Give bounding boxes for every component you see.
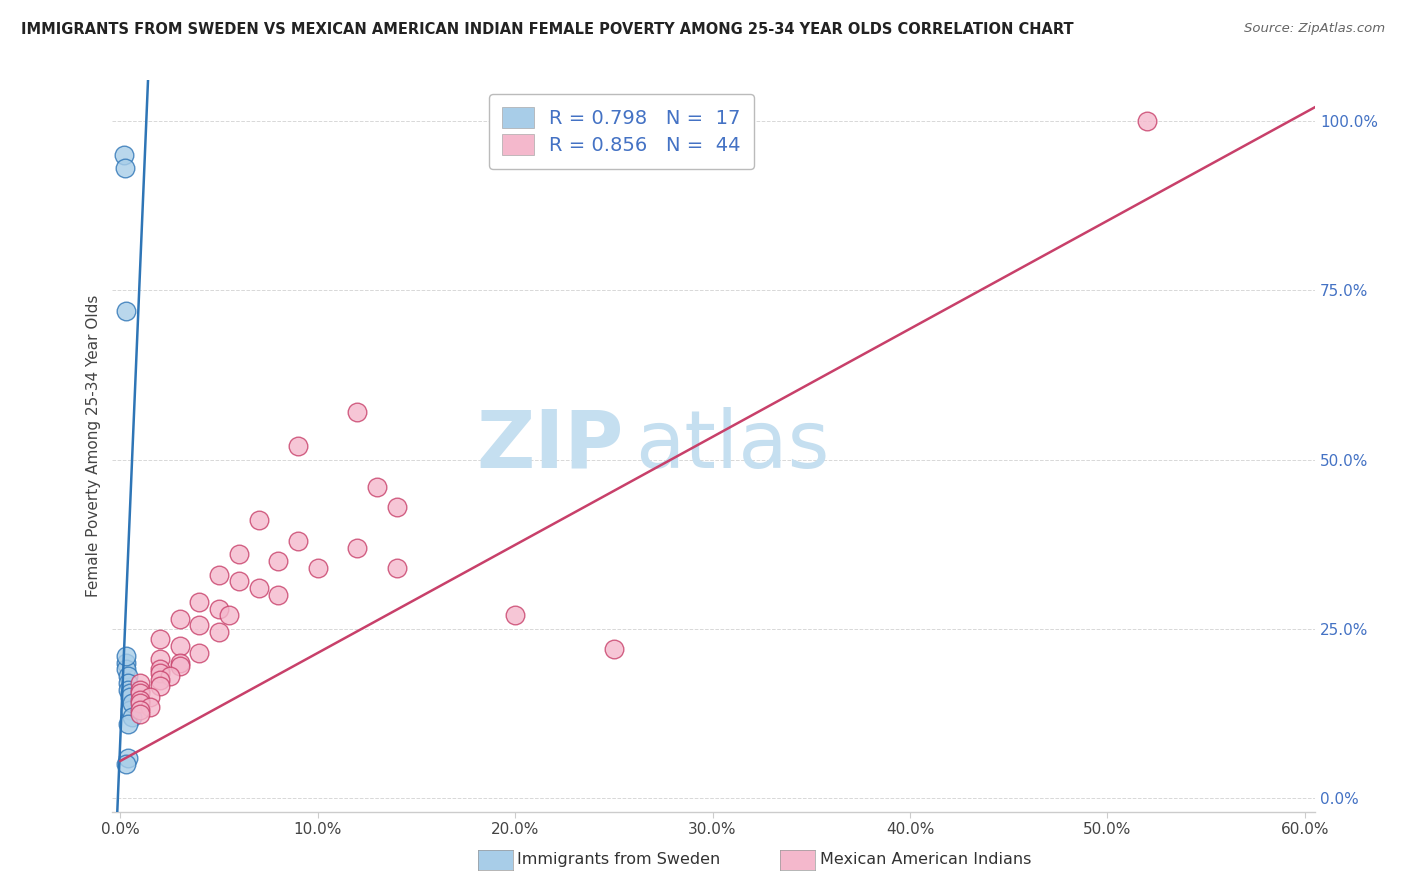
Point [188, 646, 211, 660]
Point [149, 673, 172, 687]
Point [267, 588, 290, 602]
Point [247, 514, 270, 528]
Point [139, 699, 162, 714]
Point [112, 148, 135, 162]
Text: ZIP: ZIP [477, 407, 623, 485]
Point [129, 686, 152, 700]
Point [149, 632, 172, 646]
Text: IMMIGRANTS FROM SWEDEN VS MEXICAN AMERICAN INDIAN FEMALE POVERTY AMONG 25-34 YEA: IMMIGRANTS FROM SWEDEN VS MEXICAN AMERIC… [21, 22, 1074, 37]
Point [218, 608, 240, 623]
Point [121, 697, 143, 711]
Point [169, 639, 191, 653]
Point [385, 561, 408, 575]
Point [139, 690, 162, 704]
Point [228, 574, 250, 589]
Point [115, 757, 138, 772]
Point [208, 625, 231, 640]
Legend: R = 0.798   N =  17, R = 0.856   N =  44: R = 0.798 N = 17, R = 0.856 N = 44 [489, 94, 754, 169]
Point [117, 669, 139, 683]
Point [385, 500, 408, 514]
Point [114, 161, 136, 176]
Point [117, 676, 139, 690]
Point [1136, 114, 1159, 128]
Point [129, 693, 152, 707]
Point [120, 703, 142, 717]
Point [169, 656, 191, 670]
Point [169, 612, 191, 626]
Point [115, 663, 138, 677]
Point [149, 665, 172, 680]
Point [228, 547, 250, 561]
Point [120, 690, 142, 704]
Point [129, 706, 152, 721]
Point [188, 618, 211, 632]
Point [121, 710, 143, 724]
Y-axis label: Female Poverty Among 25-34 Year Olds: Female Poverty Among 25-34 Year Olds [86, 295, 101, 597]
Point [129, 703, 152, 717]
Point [208, 601, 231, 615]
Text: atlas: atlas [636, 407, 830, 485]
Point [129, 682, 152, 697]
Point [366, 480, 388, 494]
Point [159, 669, 181, 683]
Point [346, 541, 368, 555]
Text: Mexican American Indians: Mexican American Indians [820, 853, 1031, 867]
Point [346, 405, 368, 419]
Point [208, 567, 231, 582]
Point [287, 533, 309, 548]
Point [117, 682, 139, 697]
Point [188, 595, 211, 609]
Point [129, 697, 152, 711]
Text: Immigrants from Sweden: Immigrants from Sweden [517, 853, 721, 867]
Point [149, 680, 172, 694]
Point [267, 554, 290, 568]
Point [149, 652, 172, 666]
Point [169, 659, 191, 673]
Point [117, 750, 139, 764]
Point [503, 608, 526, 623]
Point [117, 716, 139, 731]
Point [129, 676, 152, 690]
Point [115, 656, 138, 670]
Point [247, 581, 270, 595]
Point [149, 663, 172, 677]
Point [115, 303, 138, 318]
Text: Source: ZipAtlas.com: Source: ZipAtlas.com [1244, 22, 1385, 36]
Point [603, 642, 626, 657]
Point [307, 561, 329, 575]
Point [120, 686, 142, 700]
Point [115, 648, 138, 663]
Point [287, 439, 309, 453]
